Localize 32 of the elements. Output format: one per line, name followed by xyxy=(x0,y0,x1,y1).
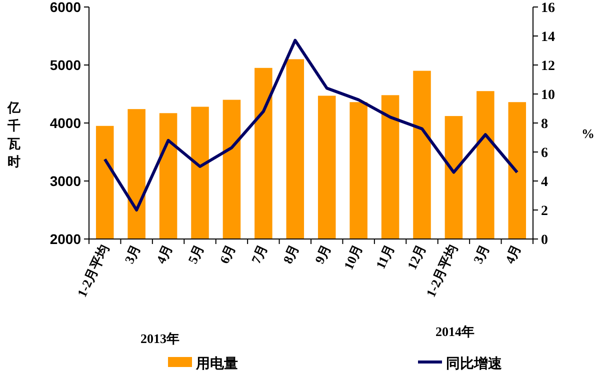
text: 2013年 xyxy=(140,331,180,346)
y-tick-label: 5000 xyxy=(50,57,82,73)
y2-tick-label: 10 xyxy=(541,88,555,103)
y2-tick-label: 14 xyxy=(541,30,555,45)
y2-tick-label: 8 xyxy=(541,117,548,132)
y2-tick-label: 6 xyxy=(541,146,548,161)
x-tick-label: 10月 xyxy=(340,242,366,272)
x-tick-label: 9月 xyxy=(312,242,334,266)
x-tick-label: 4月 xyxy=(153,242,176,266)
x-tick-label: 12月 xyxy=(404,242,429,272)
x-tick-label: 5月 xyxy=(184,242,207,266)
legend-label: 用电量 xyxy=(195,356,238,372)
y2-tick-label: 16 xyxy=(541,1,555,16)
y2-tick-label: 12 xyxy=(541,59,555,74)
x-tick-label: 6月 xyxy=(216,242,238,266)
x-tick-label: 3月 xyxy=(121,242,144,266)
y2-tick-label: 4 xyxy=(541,175,548,190)
y-tick-label: 3000 xyxy=(50,173,82,189)
x-tick-label: 7月 xyxy=(248,242,270,266)
y2-axis-title: % xyxy=(582,126,594,141)
y2-tick-label: 0 xyxy=(541,233,548,248)
y-tick-label: 2000 xyxy=(50,231,82,247)
x-tick-label: 4月 xyxy=(502,242,524,266)
y-axis-title: 亿千瓦时 xyxy=(6,100,22,169)
legend-label: 同比增速 xyxy=(446,356,503,372)
text: 2014年 xyxy=(436,324,474,339)
y-tick-label: 6000 xyxy=(50,0,82,15)
x-tick-label: 8月 xyxy=(280,242,302,266)
x-tick-label: 11月 xyxy=(372,242,398,272)
y-tick-label: 4000 xyxy=(50,115,82,131)
x-tick-label: 3月 xyxy=(470,242,492,266)
y2-tick-label: 2 xyxy=(541,204,548,219)
